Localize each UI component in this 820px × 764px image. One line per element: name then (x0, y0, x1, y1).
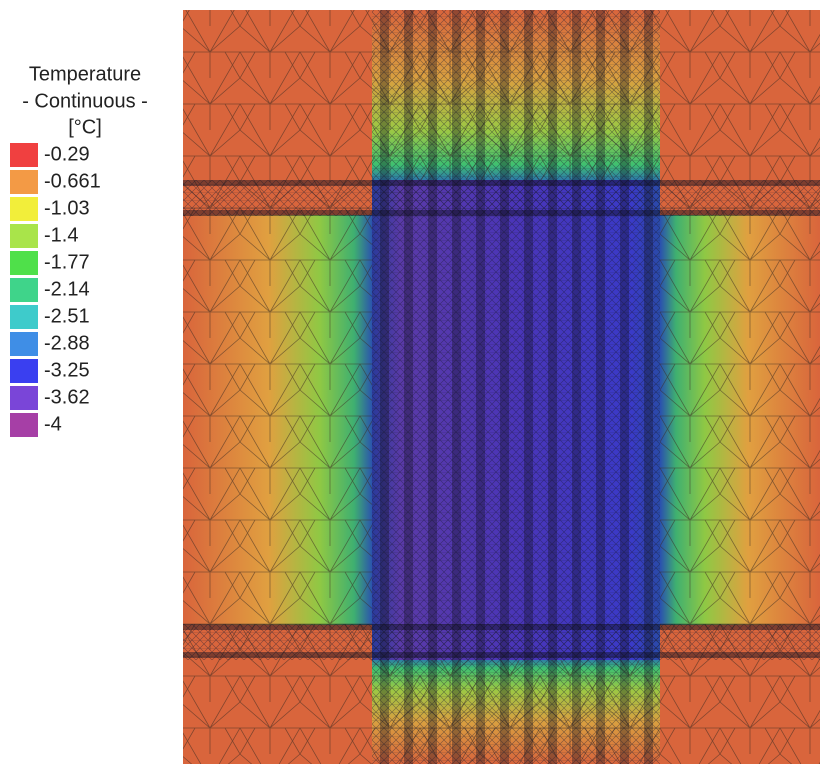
legend-label: -2.14 (44, 278, 90, 300)
stripe (428, 10, 437, 764)
legend: Temperature - Continuous - [°C] -0.29-0.… (10, 63, 148, 437)
legend-label: -0.29 (44, 143, 90, 165)
legend-label: -0.661 (44, 170, 101, 192)
legend-swatch (10, 305, 38, 329)
stripe (452, 10, 461, 764)
legend-swatch (10, 386, 38, 410)
legend-entries: -0.29 -0.661 -1.03 -1.4 -1.77 -2.14 -2.51 -2.88… (10, 143, 101, 437)
stripe (572, 10, 581, 764)
stripe (644, 10, 653, 764)
stripe (620, 10, 629, 764)
stripe (524, 10, 533, 764)
legend-title: Temperature (29, 63, 141, 85)
legend-label: -2.51 (44, 305, 90, 327)
legend-swatch (10, 224, 38, 248)
stripe (476, 10, 485, 764)
band-line (183, 210, 820, 216)
legend-swatch (10, 332, 38, 356)
temperature-field (183, 10, 820, 764)
legend-label: -3.62 (44, 386, 90, 408)
legend-swatch (10, 413, 38, 437)
legend-swatch (10, 278, 38, 302)
stripe (404, 10, 413, 764)
legend-label: -4 (44, 413, 62, 435)
band-line (183, 180, 820, 186)
band-line (183, 652, 820, 658)
legend-swatch (10, 143, 38, 167)
screenshot: Temperature - Continuous - [°C] -0.29-0.… (0, 0, 820, 764)
stripe (380, 10, 389, 764)
stripe (596, 10, 605, 764)
legend-label: -1.77 (44, 251, 90, 273)
legend-swatch (10, 197, 38, 221)
legend-label: -3.25 (44, 359, 90, 381)
band-line (183, 624, 820, 630)
legend-swatch (10, 359, 38, 383)
stripe (500, 10, 509, 764)
legend-title: [°C] (68, 116, 102, 138)
legend-label: -2.88 (44, 332, 90, 354)
stripe (548, 10, 557, 764)
column-mesh (372, 10, 660, 764)
legend-swatch (10, 170, 38, 194)
legend-label: -1.4 (44, 224, 78, 246)
legend-swatch (10, 251, 38, 275)
legend-label: -1.03 (44, 197, 90, 219)
legend-title: - Continuous - (22, 90, 148, 112)
